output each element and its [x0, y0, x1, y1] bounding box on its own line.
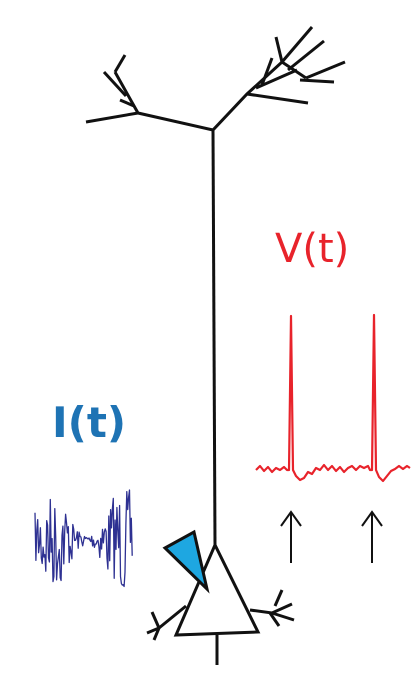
right-dendrite-twig [274, 36, 284, 63]
right-dendrite-twig [299, 78, 335, 84]
basal-dendrite-twig [268, 612, 281, 627]
basal-dendrite-twig [152, 627, 161, 641]
left-dendrite-branch [113, 71, 214, 132]
right-dendrite-twig [246, 92, 309, 105]
spike-marker-1 [280, 510, 302, 563]
left-dendrite-twig [85, 111, 139, 124]
right-dendrite-twig [280, 26, 314, 63]
apical-dendrite [211, 129, 217, 546]
right-dendrite-twig [287, 39, 325, 72]
soma [173, 541, 261, 637]
basal-dendrite-twig [273, 589, 284, 607]
right-dendrite-twig [260, 57, 274, 86]
current-label: I(t) [52, 398, 126, 447]
arrow-head [361, 510, 383, 527]
basal-dendrite-twig [150, 611, 161, 629]
electrode-pipette [162, 529, 210, 594]
neuron-morphology [85, 26, 346, 665]
left-dendrite-twig [113, 54, 127, 73]
spike-marker-2 [361, 510, 383, 563]
voltage-trace [255, 313, 411, 483]
left-dendrite-twig [119, 98, 135, 108]
left-dendrite-twig [102, 70, 128, 98]
basal-dendrite-twig [271, 611, 295, 622]
arrow-head [280, 510, 302, 527]
right-dendrite-twig [305, 60, 346, 80]
basal-dendrite-right [249, 602, 293, 615]
voltage-label: V(t) [275, 226, 349, 272]
current-trace [34, 489, 133, 588]
right-dendrite-twig [255, 68, 298, 90]
